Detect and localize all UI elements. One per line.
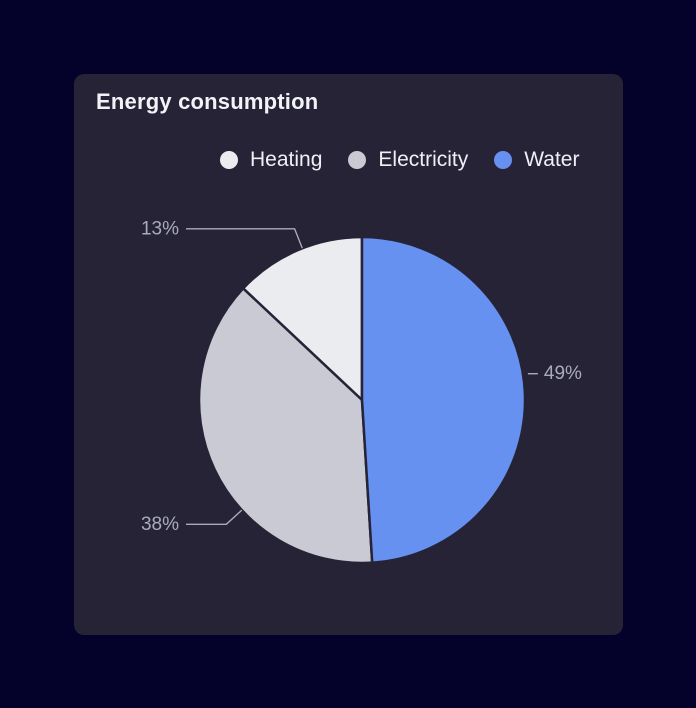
pie-slice-heating[interactable]	[241, 235, 364, 402]
legend-label: Electricity	[378, 148, 469, 171]
label-leader-line	[186, 509, 243, 525]
slice-percent-label: 13%	[141, 218, 179, 239]
legend-item-water[interactable]: Water	[494, 148, 579, 172]
legend-item-electricity[interactable]: Electricity	[348, 148, 468, 172]
pie-chart: 13% 38% 49%	[141, 218, 582, 565]
pie-slice-water[interactable]	[360, 235, 527, 564]
legend-swatch-icon	[494, 151, 513, 169]
legend-item-heating[interactable]: Heating	[220, 148, 322, 172]
legend-label: Heating	[250, 148, 323, 171]
label-leader-line	[186, 228, 303, 249]
slice-percent-label: 38%	[141, 514, 179, 535]
legend-swatch-icon	[348, 151, 367, 169]
chart-card: Energy consumption Heating Electricity Wat…	[74, 74, 623, 635]
chart-legend: Heating Electricity Water	[220, 147, 579, 173]
legend-swatch-icon	[220, 151, 238, 169]
pie-slice-electricity[interactable]	[197, 287, 374, 565]
legend-label: Water	[524, 148, 580, 171]
chart-title: Energy consumption	[96, 89, 319, 114]
slice-percent-label: 49%	[544, 363, 582, 384]
